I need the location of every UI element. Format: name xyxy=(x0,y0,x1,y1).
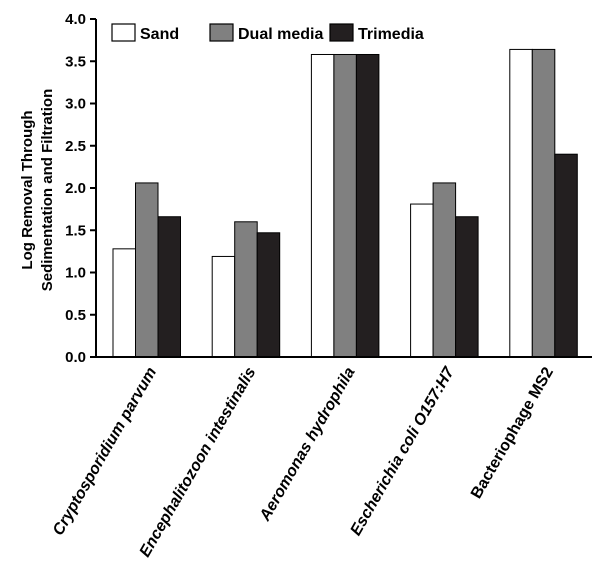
y-tick-label: 2.0 xyxy=(65,180,86,197)
bar xyxy=(135,182,159,358)
bar xyxy=(333,53,357,358)
bar xyxy=(157,216,181,358)
legend-swatch xyxy=(329,23,354,42)
legend-swatch xyxy=(209,23,234,42)
bar xyxy=(355,53,380,358)
bars xyxy=(112,48,578,358)
y-axis-title-line-2: Sedimentation and Filtration xyxy=(39,89,56,292)
x-category-label: Cryptosporidium parvum xyxy=(50,365,160,539)
legend-label: Dual media xyxy=(238,26,323,43)
y-tick-label: 3.5 xyxy=(65,53,86,70)
x-category-label: Bacteriophage MS2 xyxy=(468,364,557,501)
bar xyxy=(410,203,434,358)
x-category-label: Escherichia coli O157:H7 xyxy=(347,364,458,539)
x-category-label: Encephalitozoon intestinalis xyxy=(137,364,260,560)
bar xyxy=(432,182,457,358)
bar xyxy=(455,216,479,358)
y-tick-label: 0.0 xyxy=(65,349,86,366)
bar xyxy=(554,153,578,358)
bar xyxy=(531,48,556,358)
bar xyxy=(234,221,258,358)
y-tick-label: 1.5 xyxy=(65,222,86,239)
y-tick-label: 1.0 xyxy=(65,265,86,282)
legend-label: Sand xyxy=(140,26,179,43)
y-tick-label: 0.5 xyxy=(65,307,86,324)
legend-label: Trimedia xyxy=(358,26,424,43)
y-tick-label: 4.0 xyxy=(65,11,86,28)
y-tick-label: 2.5 xyxy=(65,138,86,155)
y-axis-title-line-1: Log Removal Through xyxy=(19,110,36,269)
bar xyxy=(256,232,281,358)
y-tick-label: 3.0 xyxy=(65,96,86,113)
x-category-label: Aeromonas hydrophila xyxy=(256,364,358,524)
bar xyxy=(310,53,335,358)
bar xyxy=(509,48,533,358)
legend: Sand Dual media Trimedia xyxy=(111,23,424,43)
bar xyxy=(211,255,236,358)
y-axis: 0.0 0.5 1.0 1.5 2.0 2.5 3.0 3.5 4.0 xyxy=(65,11,97,366)
bar xyxy=(112,248,136,358)
legend-swatch xyxy=(111,23,136,42)
y-axis-title: Log Removal Through Sedimentation and Fi… xyxy=(19,89,56,292)
